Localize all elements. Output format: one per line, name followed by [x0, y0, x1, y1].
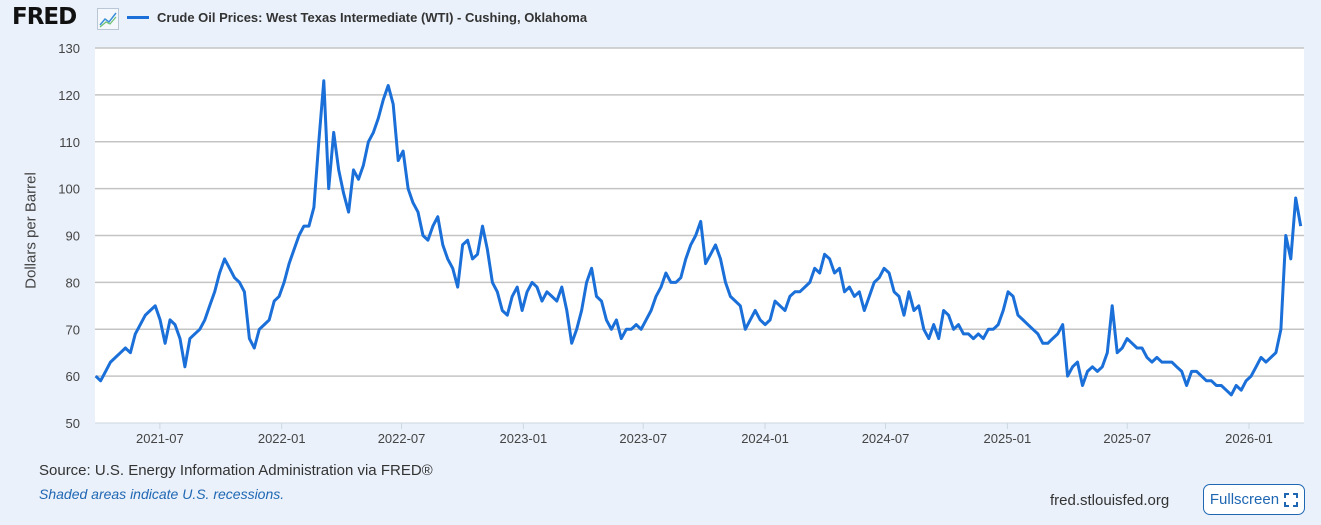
fullscreen-label: Fullscreen [1209, 491, 1280, 508]
x-tick-label: 2024-07 [862, 431, 910, 446]
fred-logo[interactable]: FRED [12, 4, 77, 30]
y-tick-label: 100 [58, 182, 80, 197]
y-tick-label: 120 [58, 88, 80, 103]
legend-swatch [127, 16, 149, 19]
source-note: Source: U.S. Energy Information Administ… [39, 462, 433, 479]
chart-line-icon[interactable] [97, 8, 119, 30]
fullscreen-button[interactable]: Fullscreen [1203, 484, 1305, 515]
series-line-wti [94, 79, 1303, 397]
x-tick-label: 2026-01 [1225, 431, 1273, 446]
chart-legend: Crude Oil Prices: West Texas Intermediat… [127, 10, 587, 25]
x-tick-label: 2023-01 [500, 431, 548, 446]
recession-note[interactable]: Shaded areas indicate U.S. recessions. [39, 486, 285, 502]
y-tick-label: 130 [58, 41, 80, 56]
y-tick-label: 110 [59, 135, 80, 150]
series-title: Crude Oil Prices: West Texas Intermediat… [157, 10, 588, 25]
line-chart: 50 60 70 80 90 100 110 120 130 2021-07 2022-01 2022… [58, 41, 1304, 446]
x-tick-label: 2022-07 [378, 431, 426, 446]
site-link[interactable]: fred.stlouisfed.org [1050, 492, 1170, 509]
x-tick-label: 2024-01 [741, 431, 789, 446]
x-tick-label: 2022-01 [258, 431, 306, 446]
y-tick-label: 60 [66, 369, 80, 384]
fullscreen-icon [1284, 492, 1299, 507]
x-tick-label: 2025-07 [1103, 431, 1151, 446]
x-tick-label: 2021-07 [136, 431, 184, 446]
y-tick-label: 90 [66, 229, 80, 244]
x-tick-label: 2023-07 [619, 431, 667, 446]
y-axis-label: Dollars per Barrel [22, 172, 40, 289]
y-tick-label: 70 [66, 322, 80, 337]
x-tick-label: 2025-01 [984, 431, 1032, 446]
y-tick-label: 50 [66, 416, 80, 431]
y-tick-label: 80 [66, 275, 80, 290]
